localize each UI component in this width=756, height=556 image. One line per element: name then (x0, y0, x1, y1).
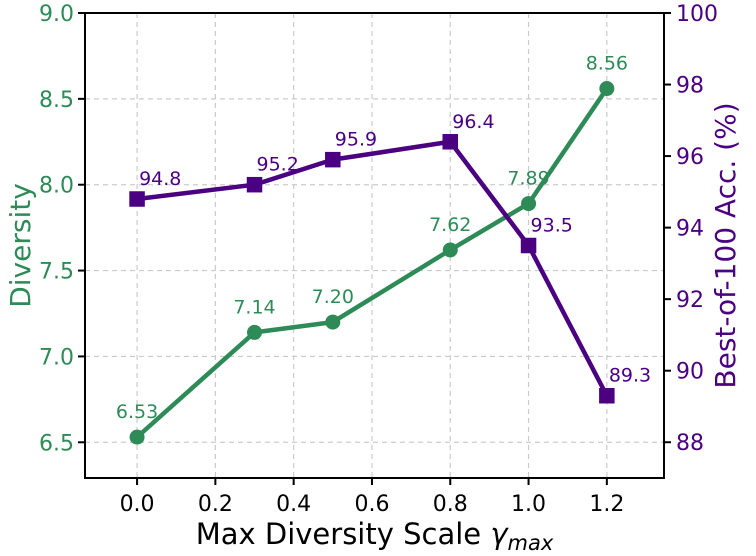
x-tick-label: 0.4 (276, 492, 311, 517)
best-of-100-accuracy-marker (520, 237, 537, 254)
diversity-marker (599, 81, 615, 97)
right-y-tick-label: 96 (676, 145, 704, 170)
right-y-tick-label: 94 (676, 217, 704, 242)
diversity-marker (521, 196, 537, 212)
left-y-tick-label: 7.0 (39, 345, 74, 370)
x-tick-label: 0.2 (198, 492, 233, 517)
diversity-point-label: 7.89 (507, 168, 549, 190)
diversity-series-line (134, 86, 610, 440)
x-tick-label: 0.0 (120, 492, 155, 517)
x-tick-label: 1.0 (511, 492, 546, 517)
left-y-tick-label: 6.5 (39, 431, 74, 456)
diversity-marker (247, 324, 263, 340)
plot-border (84, 12, 665, 479)
left-y-tick-label: 9.0 (39, 2, 74, 27)
x-axis-title: Max Diversity Scale γmax (196, 517, 554, 555)
x-tick-label: 1.2 (589, 492, 624, 517)
left-y-tick-label: 8.0 (39, 174, 74, 199)
best-of-100-accuracy-marker (129, 191, 145, 207)
left-y-tick-label: 7.5 (39, 260, 74, 285)
diversity-point-label: 7.62 (429, 214, 471, 236)
best-of-100-accuracy-marker (246, 176, 263, 193)
right-y-tick-label: 92 (676, 288, 704, 313)
best-of-100-accuracy-point-label: 96.4 (452, 111, 494, 133)
right-y-axis-title: Best-of-100 Acc. (%) (709, 102, 742, 388)
best-of-100-accuracy-series-line (134, 139, 610, 398)
x-tick-label: 0.8 (433, 492, 468, 517)
best-of-100-accuracy-marker (599, 387, 615, 404)
diversity-point-label: 7.20 (312, 286, 354, 308)
right-y-tick-label: 98 (676, 74, 704, 99)
best-of-100-accuracy-point-label: 94.8 (139, 168, 181, 190)
diversity-marker (129, 429, 145, 445)
diversity-point-label: 7.14 (233, 296, 275, 318)
best-of-100-accuracy-point-label: 95.2 (257, 154, 299, 176)
best-of-100-accuracy-point-label: 95.9 (335, 129, 377, 151)
right-y-tick-label: 88 (676, 431, 704, 456)
best-of-100-accuracy-marker (325, 151, 341, 168)
diversity-marker (442, 242, 458, 258)
best-of-100-accuracy-point-label: 89.3 (609, 365, 651, 387)
right-y-tick-label: 90 (676, 360, 704, 385)
left-y-tick-label: 8.5 (39, 88, 74, 113)
right-y-tick-label: 100 (676, 2, 718, 27)
best-of-100-accuracy-point-label: 93.5 (531, 215, 573, 237)
best-of-100-accuracy-marker (442, 134, 459, 150)
diversity-point-label: 6.53 (116, 401, 158, 423)
left-y-axis-title: Diversity (4, 183, 37, 308)
diversity-marker (325, 314, 341, 330)
x-tick-label: 0.6 (354, 492, 389, 517)
diversity-point-label: 8.56 (586, 53, 628, 75)
